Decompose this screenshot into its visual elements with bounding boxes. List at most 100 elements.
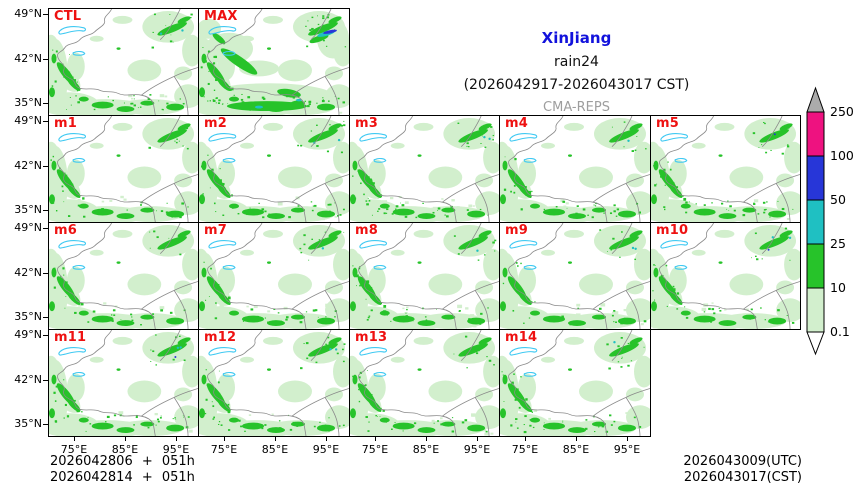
lon-tick [627, 436, 628, 441]
lat-tick [43, 210, 48, 211]
panel-label: m2 [204, 116, 227, 131]
panel-label: m7 [204, 223, 227, 238]
lon-tick [275, 436, 276, 441]
panel-m2: m2 [198, 115, 350, 223]
panel-label: m8 [355, 223, 378, 238]
panel-m3: m3 [349, 115, 500, 223]
lon-tick [125, 436, 126, 441]
lat-tick-label: 35°N [14, 203, 42, 216]
panel-label: m14 [505, 330, 538, 345]
panel-label: m4 [505, 116, 528, 131]
lon-tick-label: 75°E [511, 443, 539, 456]
colorbar-segment-3 [806, 243, 825, 289]
panel-label: m11 [54, 330, 87, 345]
footer-run-1: 2026042806 + 051h [50, 454, 195, 469]
panel-m11: m11 [48, 329, 199, 437]
colorbar-segment-4 [806, 287, 825, 333]
lon-tick-label: 85°E [562, 443, 590, 456]
figure-title-region: XinJiang [541, 29, 612, 47]
panel-m10: m10 [650, 222, 801, 330]
panel-label: CTL [54, 9, 82, 24]
colorbar-value-label: 25 [830, 236, 846, 251]
lat-tick [43, 14, 48, 15]
lat-tick-label: 49°N [14, 114, 42, 127]
lat-tick-label: 49°N [14, 7, 42, 20]
precip-map [500, 223, 650, 329]
lon-tick-label: 85°E [412, 443, 440, 456]
lat-tick [43, 424, 48, 425]
precip-map [350, 116, 499, 222]
lon-tick-label: 95°E [463, 443, 491, 456]
precip-map [49, 9, 198, 115]
precip-map [651, 223, 800, 329]
lon-tick [426, 436, 427, 441]
panel-m9: m9 [499, 222, 651, 330]
lat-tick-label: 49°N [14, 221, 42, 234]
precip-map [350, 330, 499, 436]
panel-label: m9 [505, 223, 528, 238]
precip-map [199, 9, 349, 115]
panel-m12: m12 [198, 329, 350, 437]
panel-m6: m6 [48, 222, 199, 330]
footer-valid-times: 2026043009(UTC) 2026043017(CST) [683, 454, 802, 486]
lon-tick-label: 85°E [111, 443, 139, 456]
colorbar-segment-0 [806, 111, 825, 157]
precip-map [500, 330, 650, 436]
colorbar-value-label: 10 [830, 280, 846, 295]
lat-tick [43, 59, 48, 60]
lon-tick-label: 75°E [210, 443, 238, 456]
footer-init-runs: 2026042806 + 051h 2026042814 + 051h [50, 454, 195, 486]
lon-tick [375, 436, 376, 441]
lat-tick-label: 42°N [14, 373, 42, 386]
title-block: XinJiang rain24 (2026042917-2026043017 C… [353, 8, 800, 115]
lat-tick [43, 380, 48, 381]
panel-label: m5 [656, 116, 679, 131]
lon-tick-label: 95°E [613, 443, 641, 456]
lat-tick [43, 166, 48, 167]
panel-m14: m14 [499, 329, 651, 437]
figure-title-variable: rain24 [554, 54, 599, 70]
colorbar-segment-1 [806, 155, 825, 201]
lat-tick-label: 42°N [14, 52, 42, 65]
lat-tick [43, 228, 48, 229]
colorbar-segment-2 [806, 199, 825, 245]
lat-tick [43, 103, 48, 104]
lat-tick-label: 35°N [14, 96, 42, 109]
lon-tick-label: 75°E [60, 443, 88, 456]
lon-tick-label: 75°E [361, 443, 389, 456]
lon-tick [525, 436, 526, 441]
precip-map [199, 330, 349, 436]
lat-tick [43, 121, 48, 122]
lon-tick [176, 436, 177, 441]
panel-label: MAX [204, 9, 238, 24]
lon-tick-label: 85°E [261, 443, 289, 456]
panel-label: m1 [54, 116, 77, 131]
colorbar-bar [806, 86, 825, 356]
panel-label: m12 [204, 330, 237, 345]
lon-tick-label: 95°E [162, 443, 190, 456]
precip-map [199, 116, 349, 222]
panel-label: m6 [54, 223, 77, 238]
colorbar-value-label: 100 [830, 148, 854, 163]
colorbar-value-label: 50 [830, 192, 846, 207]
figure-title-model: CMA-REPS [543, 100, 610, 115]
panel-label: m13 [355, 330, 388, 345]
colorbar-over-arrow [806, 86, 825, 113]
footer-valid-utc: 2026043009(UTC) [683, 454, 802, 469]
panel-m4: m4 [499, 115, 651, 223]
panel-ctl: CTL [48, 8, 199, 116]
panel-m8: m8 [349, 222, 500, 330]
colorbar-under-arrow [806, 331, 825, 356]
panel-m7: m7 [198, 222, 350, 330]
lon-tick-label: 95°E [312, 443, 340, 456]
panel-m13: m13 [349, 329, 500, 437]
panel-label: m3 [355, 116, 378, 131]
footer-valid-cst: 2026043017(CST) [683, 470, 802, 485]
lat-tick-label: 35°N [14, 417, 42, 430]
lat-tick [43, 317, 48, 318]
lat-tick-label: 49°N [14, 328, 42, 341]
precip-map [199, 223, 349, 329]
lat-tick [43, 273, 48, 274]
lon-tick [74, 436, 75, 441]
